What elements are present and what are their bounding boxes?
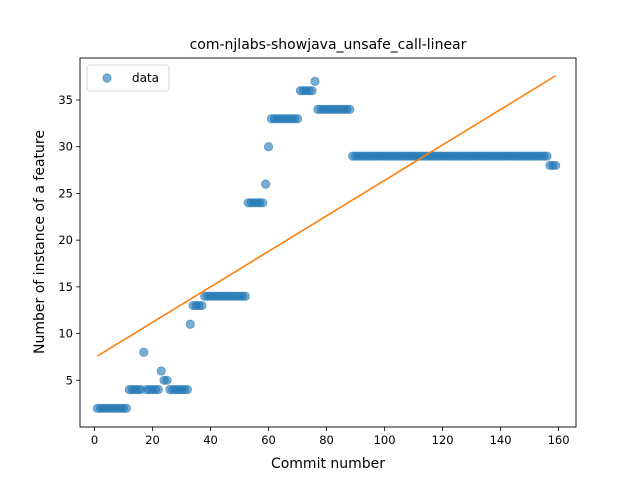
legend-box — [86, 64, 170, 92]
data-point — [182, 385, 192, 395]
data-point — [292, 114, 303, 124]
y-tick-label: 5 — [66, 373, 73, 387]
x-tick-label: 60 — [261, 433, 276, 447]
data-point — [258, 198, 268, 208]
x-tick-label: 80 — [319, 433, 334, 447]
data-point — [310, 76, 320, 86]
data-point — [551, 160, 561, 171]
x-tick-label: 0 — [91, 433, 98, 447]
data-point — [542, 151, 552, 161]
chart-title: com-njlabs-showjava_unsafe_call-linear — [190, 37, 467, 53]
x-tick-label: 140 — [490, 433, 512, 447]
y-tick-label: 30 — [58, 140, 73, 154]
data-point — [153, 385, 163, 395]
data-point — [121, 403, 132, 413]
x-axis-label: Commit number — [271, 456, 385, 472]
axes-frame — [79, 57, 577, 428]
x-tick-label: 20 — [145, 433, 160, 447]
y-tick-label: 15 — [58, 280, 73, 294]
x-tick-label: 40 — [203, 433, 218, 447]
y-tick-label: 35 — [58, 93, 73, 107]
plot-area: 0 20 40 60 80 100 120 140 160 5 10 15 20 25 30 35 data — [58, 57, 577, 447]
data-point — [185, 319, 195, 329]
data-point — [197, 300, 207, 311]
y-tick-label: 25 — [58, 186, 73, 200]
fit-line — [96, 75, 557, 357]
legend-marker — [102, 73, 112, 83]
data-point — [156, 366, 166, 376]
data-point — [345, 104, 355, 114]
x-tick-label: 160 — [548, 433, 570, 447]
x-tick-label: 120 — [432, 433, 454, 447]
data-point — [263, 142, 274, 152]
x-tick-label: 100 — [374, 433, 396, 447]
data-point — [307, 86, 317, 96]
y-axis-label: Number of instance of a feature — [32, 130, 48, 354]
y-tick-label: 10 — [58, 327, 73, 341]
data-point — [240, 291, 250, 301]
y-tick-label: 20 — [58, 233, 73, 247]
legend-label: data — [132, 71, 159, 85]
data-point — [139, 347, 149, 357]
data-point — [261, 179, 271, 189]
data-point — [162, 375, 172, 385]
